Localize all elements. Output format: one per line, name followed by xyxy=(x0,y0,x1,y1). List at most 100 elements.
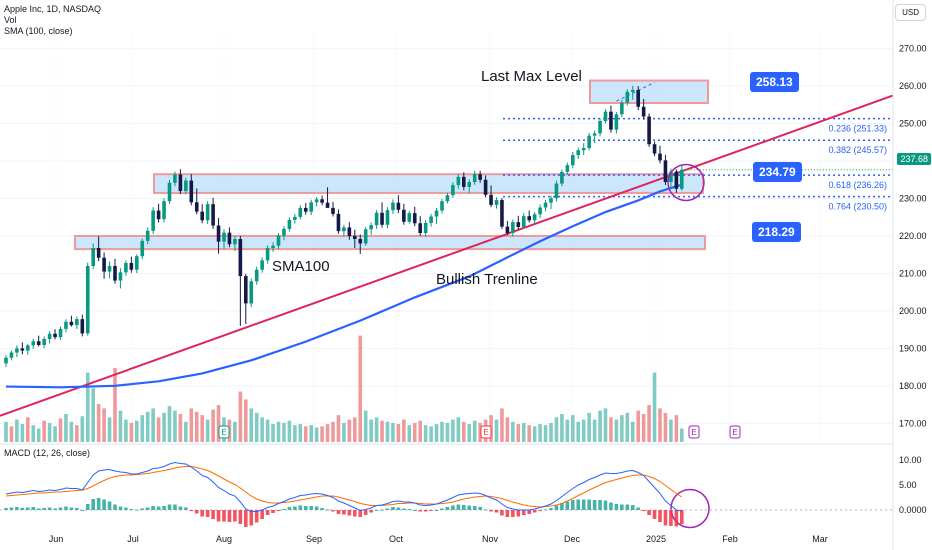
volume-bar xyxy=(167,406,172,442)
symbol-line[interactable]: Apple Inc, 1D, NASDAQ xyxy=(4,4,102,14)
candle-body xyxy=(647,116,651,145)
volume-bar xyxy=(135,420,139,442)
candle-body xyxy=(26,345,30,351)
candle-body xyxy=(467,182,472,187)
volume-bar xyxy=(244,399,248,442)
macd-hist-bar xyxy=(565,501,570,510)
candle-body xyxy=(418,223,422,234)
candle-body xyxy=(347,227,352,236)
macd-hist-bar xyxy=(156,506,161,510)
volume-bar xyxy=(353,417,357,442)
volume-bar xyxy=(271,424,275,442)
candle-body xyxy=(145,230,150,241)
sma-line[interactable]: SMA (100, close) xyxy=(4,26,73,36)
candle-body xyxy=(249,281,254,304)
macd-hist-bar xyxy=(560,503,564,510)
macd-hist-bar xyxy=(298,505,303,510)
volume-bar xyxy=(118,410,123,442)
currency-button[interactable]: USD xyxy=(895,4,926,21)
macd-hist-bar xyxy=(647,510,651,515)
candle-body xyxy=(554,183,559,199)
macd-hist-bar xyxy=(472,506,477,510)
macd-hist-bar xyxy=(336,510,341,514)
volume-bar xyxy=(58,418,63,442)
x-tick-label: Nov xyxy=(482,534,499,544)
volume-bar xyxy=(194,411,199,442)
volume-bar xyxy=(391,422,395,442)
macd-hist-bar xyxy=(26,507,30,510)
candle-body xyxy=(445,195,450,202)
candle-body xyxy=(603,111,608,122)
event-marker xyxy=(218,425,230,439)
macd-hist-bar xyxy=(303,506,308,510)
highlight-circles xyxy=(667,163,710,529)
volume-bar xyxy=(53,426,57,442)
macd-hist-bar xyxy=(276,510,281,511)
y-tick-label: 200.00 xyxy=(899,306,927,316)
volume-bar xyxy=(385,421,390,442)
candle-body xyxy=(385,210,390,225)
macd-tick-label: 0.0000 xyxy=(899,505,927,515)
macd-hist-bar xyxy=(238,510,243,524)
candle-body xyxy=(412,213,417,224)
volume-bar xyxy=(374,417,379,442)
macd-hist-bar xyxy=(652,510,657,519)
macd-hist-bar xyxy=(554,505,559,510)
macd-hist-bar xyxy=(347,510,352,516)
candle-body xyxy=(80,319,85,334)
macd-hist-bar xyxy=(412,510,417,511)
macd-hist-bar xyxy=(663,510,668,526)
volume-bar xyxy=(102,408,106,442)
macd-hist-bar xyxy=(505,510,510,517)
macd-hist-bar xyxy=(598,500,602,510)
volume-bar xyxy=(254,412,259,442)
event-marker-label: E xyxy=(691,428,696,437)
candle-body xyxy=(320,199,324,203)
volume-bar xyxy=(129,422,134,442)
volume-bar xyxy=(200,415,204,442)
macd-hist-bar xyxy=(658,510,662,522)
price-circle xyxy=(667,163,705,202)
volume-bar xyxy=(456,417,461,442)
macd-hist-bar xyxy=(521,510,526,515)
candle-body xyxy=(462,176,466,187)
fib-label: 0.382 (245.57) xyxy=(828,145,887,155)
macd-hist-bar xyxy=(630,505,635,510)
candle-body xyxy=(472,174,477,183)
macd-hist-bar xyxy=(532,510,537,513)
macd-tick-label: 10.00 xyxy=(899,455,922,465)
candle-body xyxy=(331,207,335,214)
candle-body xyxy=(69,321,74,326)
candle-body xyxy=(91,247,95,266)
macd-hist-bar xyxy=(173,504,177,510)
macd-hist-bar xyxy=(113,504,117,510)
candle-body xyxy=(102,257,106,272)
vol-line[interactable]: Vol xyxy=(4,15,17,25)
volume-bar xyxy=(532,426,537,442)
zone-rect xyxy=(74,235,706,251)
volume-bar xyxy=(636,410,640,442)
candle-body xyxy=(309,202,313,212)
candle-body xyxy=(85,265,90,334)
trendline xyxy=(0,94,894,417)
candle-body xyxy=(391,202,395,211)
macd-hist-bar xyxy=(222,510,226,522)
macd-hist-bar xyxy=(385,508,390,510)
candle-body xyxy=(353,236,357,239)
volume-bar xyxy=(511,421,515,442)
volume-bar xyxy=(609,417,613,442)
macd-legend[interactable]: MACD (12, 26, close) xyxy=(4,448,91,458)
volume-bar xyxy=(15,419,19,442)
macd-hist-bar xyxy=(309,506,313,510)
candle-body xyxy=(511,222,515,234)
candle-body xyxy=(674,171,679,189)
macd-hist-bar xyxy=(527,510,531,514)
macd-hist-bar xyxy=(53,508,57,510)
event-marker xyxy=(480,425,492,439)
volume-bar xyxy=(396,424,401,442)
candle-body xyxy=(527,216,531,221)
volume-bar xyxy=(238,391,243,442)
volume-bar xyxy=(216,405,221,442)
macd-hist-bar xyxy=(102,499,106,510)
volume-bar xyxy=(652,372,657,442)
